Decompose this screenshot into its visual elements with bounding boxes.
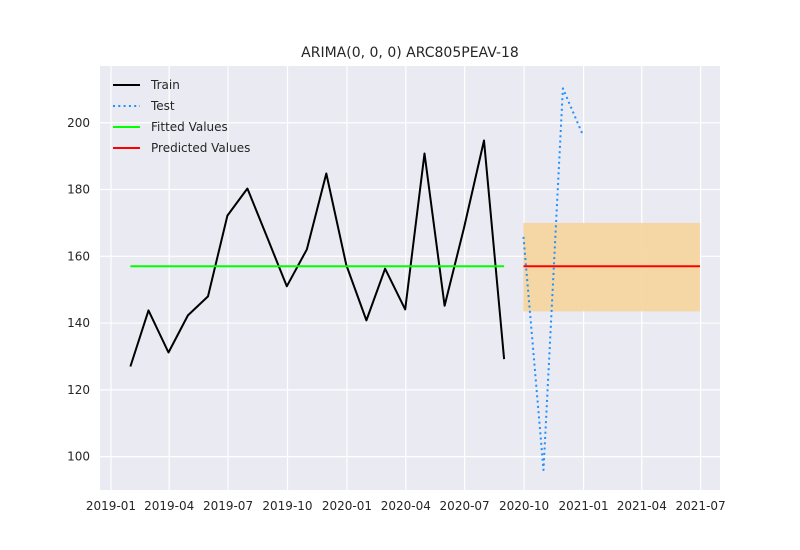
x-tick-label: 2020-07 bbox=[440, 499, 490, 513]
x-tick-label: 2019-01 bbox=[86, 499, 136, 513]
legend-label-predicted-values: Predicted Values bbox=[151, 141, 250, 155]
x-tick-label: 2019-07 bbox=[203, 499, 253, 513]
x-tick-label: 2020-04 bbox=[381, 499, 431, 513]
legend-label-test: Test bbox=[150, 99, 175, 113]
x-tick-label: 2020-01 bbox=[322, 499, 372, 513]
chart-title: ARIMA(0, 0, 0) ARC805PEAV-18 bbox=[301, 45, 519, 61]
x-axis: 2019-01 2019-04 2019-07 2019-10 2020-01 2020-… bbox=[86, 499, 726, 513]
series-layer bbox=[129, 87, 700, 471]
y-tick-label: 180 bbox=[67, 183, 90, 197]
x-tick-label: 2021-01 bbox=[559, 499, 609, 513]
x-tick-label: 2019-04 bbox=[144, 499, 194, 513]
series-line-test bbox=[522, 87, 584, 471]
x-tick-label: 2021-07 bbox=[676, 499, 726, 513]
x-tick-label: 2021-04 bbox=[617, 499, 667, 513]
y-tick-label: 120 bbox=[67, 383, 90, 397]
legend-label-fitted-values: Fitted Values bbox=[151, 120, 228, 134]
x-tick-label: 2020-10 bbox=[499, 499, 549, 513]
series-line-train bbox=[129, 139, 506, 367]
y-axis: 100 120 140 160 180 200 bbox=[67, 116, 90, 464]
legend: Train Test Fitted Values Predicted Values bbox=[113, 78, 250, 155]
x-tick-label: 2019-10 bbox=[262, 499, 312, 513]
y-tick-label: 140 bbox=[67, 316, 90, 330]
y-tick-label: 160 bbox=[67, 249, 90, 263]
y-tick-label: 100 bbox=[67, 450, 90, 464]
legend-label-train: Train bbox=[150, 78, 180, 92]
y-tick-label: 200 bbox=[67, 116, 90, 130]
